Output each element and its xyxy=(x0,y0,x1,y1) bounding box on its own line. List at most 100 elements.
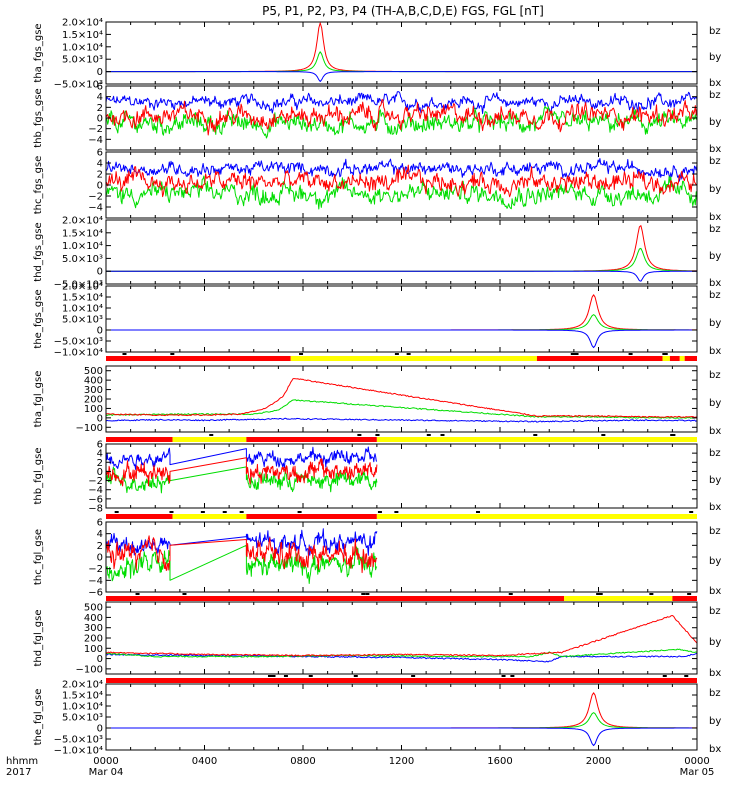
ytick-label: −4 xyxy=(88,576,103,587)
ytick-label: 200 xyxy=(84,395,103,406)
ytick-label: 1.0×10⁴ xyxy=(62,702,103,713)
status-marker xyxy=(663,353,668,355)
series-bx xyxy=(106,727,697,747)
xtick-label: 1600 xyxy=(487,756,512,767)
series-bz xyxy=(105,457,378,487)
ytick-label: 1.5×10⁴ xyxy=(62,691,103,702)
ytick-label: −6 xyxy=(88,588,103,599)
ytick-label: −1.0×10⁴ xyxy=(54,348,103,359)
ytick-label: −5.0×10³ xyxy=(54,280,103,291)
status-bar-segment xyxy=(672,596,697,601)
status-bar-segment xyxy=(376,514,697,519)
status-bar-segment xyxy=(669,356,680,361)
series-by xyxy=(105,648,698,658)
legend-bz: bz xyxy=(709,370,721,381)
legend-bx: bx xyxy=(709,346,721,357)
ytick-label: 1.0×10⁴ xyxy=(62,304,103,315)
status-marker xyxy=(574,353,579,355)
panel-frame xyxy=(105,521,698,593)
xtick-label: 0000 xyxy=(684,756,709,767)
status-marker xyxy=(394,353,399,355)
ytick-label: 0 xyxy=(97,413,103,424)
panel-frame xyxy=(105,219,698,285)
ytick-label: −4 xyxy=(88,135,103,146)
ytick-label: 0 xyxy=(97,181,103,192)
panel-ylabel: the_fgl_gse xyxy=(33,689,44,746)
panel-ylabel: the_fgs_gse xyxy=(33,289,44,348)
status-marker xyxy=(510,675,515,677)
ytick-label: 6 xyxy=(97,440,103,451)
status-marker xyxy=(209,434,214,436)
status-marker xyxy=(406,353,411,355)
xtick-sublabel: Mar 04 xyxy=(89,767,124,778)
status-marker xyxy=(365,593,370,595)
legend-bx: bx xyxy=(709,212,721,223)
status-marker xyxy=(440,434,445,436)
status-marker xyxy=(169,511,174,513)
status-marker xyxy=(297,511,302,513)
series-bz xyxy=(105,378,698,418)
ytick-label: −5.0×10³ xyxy=(54,80,103,91)
status-bar-segment xyxy=(172,514,247,519)
legend-by: by xyxy=(709,251,721,262)
status-marker xyxy=(114,511,119,513)
panel-ylabel: thd_fgl_gse xyxy=(33,610,44,667)
panel-ylabel: thb_fgl_gse xyxy=(33,448,44,505)
status-marker xyxy=(670,434,675,436)
ytick-label: 0 xyxy=(97,724,103,735)
ytick-label: 100 xyxy=(84,404,103,415)
ytick-label: 0 xyxy=(97,654,103,665)
legend-bz: bz xyxy=(709,606,721,617)
xtick-sublabel: Mar 05 xyxy=(680,767,715,778)
ytick-label: −4 xyxy=(88,485,103,496)
ytick-label: 300 xyxy=(84,623,103,634)
ytick-label: 0 xyxy=(97,114,103,125)
ytick-label: 5.0×10³ xyxy=(62,254,103,265)
status-marker xyxy=(570,353,575,355)
series-bz xyxy=(106,225,697,272)
ytick-label: 1.5×10⁴ xyxy=(62,228,103,239)
status-bar-segment xyxy=(106,678,697,683)
ytick-label: 6 xyxy=(97,82,103,93)
ytick-label: 2 xyxy=(97,458,103,469)
ytick-label: 0 xyxy=(97,267,103,278)
ytick-label: 2.0×10⁴ xyxy=(62,18,103,29)
series-bx xyxy=(106,71,697,82)
panel-frame xyxy=(105,21,698,85)
status-marker xyxy=(353,675,358,677)
ytick-label: 0 xyxy=(97,553,103,564)
status-marker xyxy=(361,593,366,595)
ytick-label: 1.5×10⁴ xyxy=(62,30,103,41)
series-bx xyxy=(106,329,697,349)
legend-bz: bz xyxy=(709,290,721,301)
series-bz xyxy=(106,22,697,73)
status-bar-segment xyxy=(536,356,663,361)
series-bz xyxy=(105,164,698,198)
status-marker xyxy=(357,434,362,436)
status-marker xyxy=(684,675,689,677)
status-marker xyxy=(601,434,606,436)
status-bar-segment xyxy=(106,437,173,442)
status-bar-segment xyxy=(684,356,697,361)
series-by xyxy=(106,314,697,331)
legend-bx: bx xyxy=(709,144,721,155)
ytick-label: −100 xyxy=(76,664,103,675)
panel-ylabel: thc_fgl_gse xyxy=(33,529,44,585)
legend-bz: bz xyxy=(709,90,721,101)
series-bx xyxy=(105,158,698,182)
status-marker xyxy=(649,593,654,595)
series-bz xyxy=(106,692,697,729)
series-bx xyxy=(105,446,377,470)
legend-by: by xyxy=(709,117,721,128)
legend-by: by xyxy=(709,398,721,409)
status-marker xyxy=(533,434,538,436)
xtick-label: 0400 xyxy=(192,756,217,767)
ytick-label: −2 xyxy=(88,124,103,135)
ytick-label: −1.0×10⁴ xyxy=(54,746,103,757)
status-marker xyxy=(394,511,399,513)
ytick-label: 0 xyxy=(97,326,103,337)
ytick-label: 4 xyxy=(97,529,103,540)
status-bar-segment xyxy=(246,437,377,442)
ytick-label: 5.0×10³ xyxy=(62,713,103,724)
